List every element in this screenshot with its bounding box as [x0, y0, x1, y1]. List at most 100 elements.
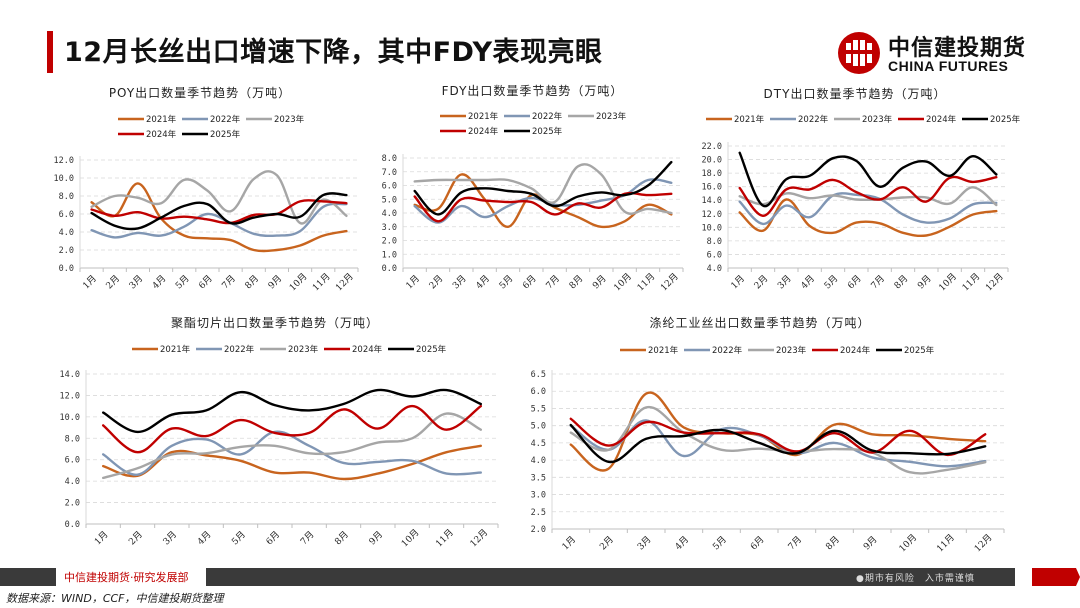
legend-label: 2021年	[160, 344, 191, 355]
legend-label: 2023年	[862, 114, 893, 125]
chart-title: FDY出口数量季节趋势（万吨）	[442, 83, 624, 98]
fdy-export-chart: FDY出口数量季节趋势（万吨） 2021年 2022年 2023年 2024年 2025年…	[365, 82, 700, 302]
x-tick-label: 12月	[468, 527, 490, 549]
y-tick-label: 0.0	[382, 264, 397, 274]
legend-label: 2021年	[468, 111, 499, 122]
y-tick-label: 5.5	[531, 404, 546, 414]
y-tick-label: 8.0	[707, 237, 722, 247]
legend-item: 2025年	[182, 129, 241, 140]
series-line-2021	[90, 182, 348, 253]
series-line-2024	[90, 199, 348, 225]
y-tick-label: 22.0	[702, 142, 722, 152]
legend-label: 2022年	[224, 344, 255, 355]
y-tick-label: 5.0	[531, 422, 546, 432]
legend-item: 2023年	[260, 344, 319, 355]
legend-item: 2023年	[834, 114, 893, 125]
legend-item: 2021年	[620, 345, 679, 356]
chart-title: 聚酯切片出口数量季节趋势（万吨）	[171, 315, 379, 330]
y-tick-label: 4.5	[531, 439, 546, 449]
x-tick-label: 4月	[150, 273, 168, 291]
y-tick-label: 8.0	[59, 192, 74, 202]
x-tick-label: 6月	[197, 273, 215, 291]
y-tick-label: 3.0	[531, 491, 546, 501]
industrial-yarn-export-chart: 涤纶工业丝出口数量季节趋势（万吨） 2021年 2022年 2023年 2024年 202…	[510, 312, 1010, 568]
x-tick-label: 8月	[892, 273, 910, 291]
legend-item: 2022年	[770, 114, 829, 125]
y-tick-label: 3.0	[382, 223, 397, 233]
y-tick-label: 6.0	[59, 210, 74, 220]
y-tick-label: 18.0	[702, 169, 722, 179]
y-tick-label: 10.0	[54, 174, 74, 184]
legend-label: 2025年	[532, 126, 563, 137]
legend-item: 2022年	[182, 114, 241, 125]
series-line-2021	[738, 198, 998, 238]
legend-item: 2025年	[504, 126, 563, 137]
y-tick-label: 1.0	[382, 250, 397, 260]
dty-export-chart: DTY出口数量季节趋势（万吨） 2021年 2022年 2023年 2024年 2025年…	[690, 82, 1020, 302]
legend-item: 2022年	[504, 111, 563, 122]
y-tick-label: 4.0	[65, 477, 80, 487]
footer-risk-notice: ●期市有风险 入市需谨慎	[856, 574, 975, 584]
x-tick-label: 12月	[658, 271, 680, 293]
x-tick-label: 7月	[298, 529, 316, 547]
page-title: 12月长丝出口增速下降，其中FDY表现亮眼	[64, 37, 603, 68]
series-line-2023	[738, 186, 998, 207]
company-logo: 中信建投期货 CHINA FUTURES	[836, 30, 1036, 78]
x-tick-label: 4月	[799, 273, 817, 291]
series-line-2025	[413, 160, 673, 216]
series-line-2023	[102, 412, 482, 480]
x-tick-label: 10月	[897, 532, 919, 554]
industrial-chart-svg: 涤纶工业丝出口数量季节趋势（万吨） 2021年 2022年 2023年 2024年 202…	[531, 315, 1005, 554]
x-tick-label: 12月	[972, 532, 994, 554]
series-line-2022	[738, 192, 998, 226]
x-tick-label: 9月	[861, 534, 879, 552]
x-tick-label: 3月	[450, 273, 468, 291]
legend-label: 2024年	[352, 344, 383, 355]
x-tick-label: 11月	[434, 527, 456, 549]
y-tick-label: 6.0	[382, 182, 397, 192]
y-tick-label: 10.0	[702, 223, 722, 233]
x-tick-label: 1月	[560, 534, 578, 552]
legend-label: 2025年	[904, 345, 935, 356]
legend-item: 2023年	[748, 345, 807, 356]
x-tick-label: 2月	[598, 534, 616, 552]
x-tick-label: 3月	[127, 273, 145, 291]
legend-item: 2021年	[118, 114, 177, 125]
series-line-2023	[413, 163, 673, 215]
x-tick-label: 3月	[775, 273, 793, 291]
y-tick-label: 8.0	[65, 434, 80, 444]
x-tick-label: 10月	[287, 271, 309, 293]
x-tick-label: 6月	[264, 529, 282, 547]
dty-chart-svg: DTY出口数量季节趋势（万吨） 2021年 2022年 2023年 2024年 2025年…	[702, 86, 1020, 293]
x-tick-label: 3月	[161, 529, 179, 547]
x-tick-label: 9月	[367, 529, 385, 547]
x-tick-label: 7月	[869, 273, 887, 291]
y-tick-label: 5.0	[382, 195, 397, 205]
legend-item: 2022年	[196, 344, 255, 355]
x-tick-label: 11月	[310, 271, 332, 293]
y-tick-label: 10.0	[60, 413, 80, 423]
series-line-2025	[90, 192, 348, 231]
x-tick-label: 7月	[220, 273, 238, 291]
x-tick-label: 5月	[822, 273, 840, 291]
x-tick-label: 9月	[915, 273, 933, 291]
x-tick-label: 4月	[474, 273, 492, 291]
x-tick-label: 7月	[786, 534, 804, 552]
legend-item: 2023年	[246, 114, 305, 125]
y-tick-label: 2.0	[59, 246, 74, 256]
y-tick-label: 6.0	[707, 250, 722, 260]
legend-item: 2024年	[324, 344, 383, 355]
legend-item: 2024年	[812, 345, 871, 356]
chip-chart-svg: 聚酯切片出口数量季节趋势（万吨） 2021年 2022年 2023年 2024年 2025…	[60, 315, 499, 549]
footer-bar	[0, 568, 1015, 586]
y-tick-label: 6.0	[531, 387, 546, 397]
series-line-2025	[738, 151, 998, 208]
x-tick-label: 4月	[195, 529, 213, 547]
poy-export-chart: POY出口数量季节趋势（万吨） 2021年 2022年 2023年 2024年 2025年…	[40, 82, 360, 302]
y-tick-label: 14.0	[60, 370, 80, 380]
legend-label: 2022年	[210, 114, 241, 125]
legend-item: 2021年	[440, 111, 499, 122]
legend-item: 2025年	[962, 114, 1020, 125]
legend-label: 2023年	[776, 345, 807, 356]
x-tick-label: 5月	[497, 273, 515, 291]
